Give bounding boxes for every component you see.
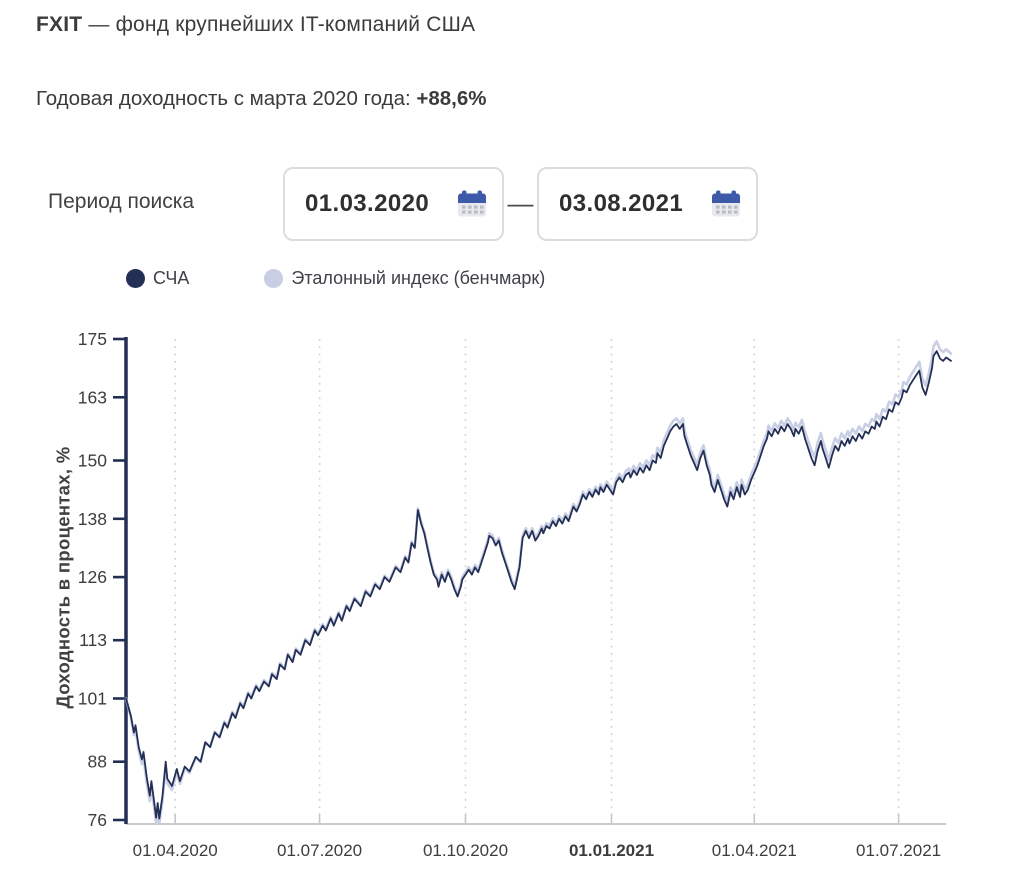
annual-return-value: +88,6% bbox=[416, 87, 487, 110]
period-search-label: Период поиска bbox=[48, 190, 195, 213]
date-from-value: 01.03.2020 bbox=[305, 190, 430, 217]
date-to-input[interactable]: 03.08.2021 bbox=[537, 167, 758, 241]
benchmark-series-dot bbox=[264, 269, 284, 288]
page-title-rest: — фонд крупнейших IT-компаний США bbox=[82, 13, 476, 36]
date-from-input[interactable]: 01.03.2020 bbox=[283, 167, 504, 241]
svg-text:175: 175 bbox=[78, 329, 107, 349]
calendar-icon[interactable] bbox=[457, 190, 487, 218]
legend-item-nav[interactable]: СЧА bbox=[126, 268, 189, 289]
svg-text:163: 163 bbox=[78, 387, 107, 407]
annual-return-line: Годовая доходность с марта 2020 года: +8… bbox=[36, 87, 487, 111]
page-title: FXIT — фонд крупнейших IT-компаний США bbox=[36, 13, 475, 37]
date-to-value: 03.08.2021 bbox=[559, 190, 684, 217]
benchmark-series-label: Эталонный индекс (бенчмарк) bbox=[291, 268, 546, 288]
svg-text:150: 150 bbox=[78, 451, 107, 471]
svg-text:01.07.2021: 01.07.2021 bbox=[856, 841, 941, 860]
svg-text:138: 138 bbox=[78, 509, 107, 529]
svg-text:126: 126 bbox=[78, 567, 107, 587]
svg-text:01.10.2020: 01.10.2020 bbox=[423, 841, 508, 860]
svg-text:113: 113 bbox=[79, 630, 107, 650]
nav-series-label: СЧА bbox=[153, 268, 190, 288]
svg-text:88: 88 bbox=[88, 752, 107, 772]
performance-chart: 01.04.2020 01.07.2020 01.10.2020 01.01.2021… bbox=[78, 329, 953, 860]
svg-text:01.04.2021: 01.04.2021 bbox=[712, 841, 797, 860]
date-range-dash: — bbox=[507, 188, 534, 218]
calendar-icon[interactable] bbox=[711, 190, 741, 218]
annual-return-text: Годовая доходность с марта 2020 года: bbox=[36, 87, 417, 110]
svg-text:101: 101 bbox=[78, 689, 107, 709]
svg-text:01.07.2020: 01.07.2020 bbox=[277, 841, 362, 860]
svg-text:76: 76 bbox=[88, 810, 107, 830]
fund-ticker: FXIT bbox=[36, 13, 83, 36]
legend-item-benchmark[interactable]: Эталонный индекс (бенчмарк) bbox=[264, 268, 545, 289]
chart-legend: СЧА Эталонный индекс (бенчмарк) bbox=[126, 268, 545, 289]
nav-series-dot bbox=[126, 269, 145, 288]
svg-text:01.04.2020: 01.04.2020 bbox=[133, 841, 218, 860]
svg-text:01.01.2021: 01.01.2021 bbox=[569, 841, 654, 860]
